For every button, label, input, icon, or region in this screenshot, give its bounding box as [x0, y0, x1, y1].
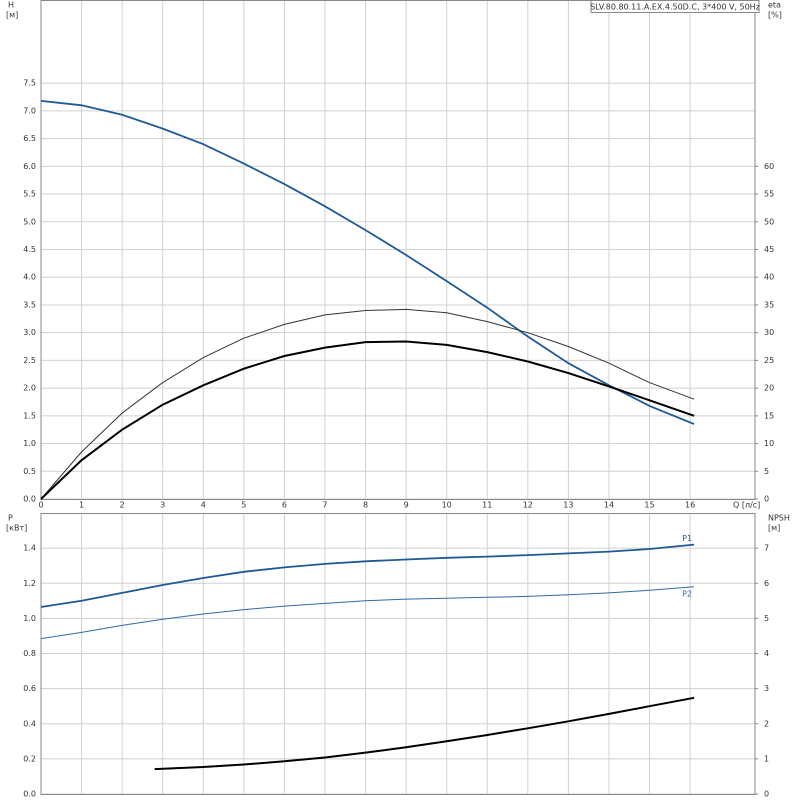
chart-title: SLV.80.80.11.A.EX.4.50D.C, 3*400 V, 50Hz: [590, 3, 760, 12]
y-tick-label: 2.0: [23, 384, 36, 393]
x-axis-label: Q [л/с]: [733, 501, 760, 510]
y-tick-label: 0.8: [23, 649, 36, 658]
y2-tick-label: 3: [764, 684, 769, 693]
y-tick-label: 3.0: [23, 328, 36, 337]
y2-tick-label: 40: [764, 273, 774, 282]
y-tick-label: 4.0: [23, 273, 36, 282]
x-tick-label: 9: [404, 501, 409, 510]
x-tick-label: 16: [685, 501, 695, 510]
curve-label: P2: [682, 589, 692, 598]
y-axis-label: H: [8, 1, 14, 10]
y-tick-label: 5.5: [23, 190, 36, 199]
curve: [154, 696, 695, 771]
x-tick-label: 12: [523, 501, 533, 510]
y2-tick-label: 4: [764, 649, 769, 658]
y2-tick-label: 25: [764, 356, 774, 365]
x-tick-label: 10: [442, 501, 452, 510]
y2-tick-label: 6: [764, 579, 769, 588]
y2-tick-label: 10: [764, 439, 774, 448]
y2-tick-label: 50: [764, 217, 774, 226]
y-tick-label: 6.0: [23, 162, 36, 171]
y-tick-label: 0.6: [23, 684, 36, 693]
curve: [40, 340, 695, 500]
x-tick-label: 7: [322, 501, 327, 510]
y-tick-label: 7.5: [23, 79, 36, 88]
plot-frame: [40, 0, 756, 500]
plot-frame: [40, 513, 756, 795]
y2-axis-label: eta: [768, 1, 781, 10]
y-tick-label: 6.5: [23, 134, 36, 143]
x-tick-label: 11: [482, 501, 492, 510]
y-axis-label: P: [8, 514, 13, 523]
y-axis-unit: [м]: [6, 11, 18, 20]
y-tick-label: 2.5: [23, 356, 36, 365]
y-tick-label: 1.2: [23, 579, 36, 588]
y2-tick-label: 5: [764, 467, 769, 476]
y-tick-label: 1.5: [23, 411, 36, 420]
y2-tick-label: 2: [764, 719, 769, 728]
x-tick-label: 6: [282, 501, 287, 510]
y-tick-label: 0.0: [23, 495, 36, 504]
y2-tick-label: 55: [764, 190, 774, 199]
y2-tick-label: 35: [764, 300, 774, 309]
x-tick-label: 14: [604, 501, 614, 510]
y2-tick-label: 0: [764, 790, 769, 799]
curve: [40, 100, 695, 425]
x-tick-label: 1: [79, 501, 84, 510]
curve-label: P1: [682, 534, 692, 543]
y-tick-label: 0.4: [23, 719, 36, 728]
x-tick-label: 5: [241, 501, 246, 510]
y-tick-label: 0.2: [23, 754, 36, 763]
y-tick-label: 3.5: [23, 300, 36, 309]
y2-tick-label: 60: [764, 162, 774, 171]
x-tick-label: 15: [644, 501, 654, 510]
y2-tick-label: 7: [764, 544, 769, 553]
y-tick-label: 5.0: [23, 217, 36, 226]
y-tick-label: 7.0: [23, 106, 36, 115]
y2-tick-label: 30: [764, 328, 774, 337]
x-tick-label: 0: [38, 501, 43, 510]
y2-axis-label: NPSH: [768, 514, 790, 523]
x-tick-label: 3: [160, 501, 165, 510]
y-tick-label: 1.0: [23, 439, 36, 448]
y2-tick-label: 0: [764, 495, 769, 504]
y-tick-label: 4.5: [23, 245, 36, 254]
y-tick-label: 1.4: [23, 544, 36, 553]
y2-tick-label: 20: [764, 384, 774, 393]
y2-tick-label: 5: [764, 614, 769, 623]
y2-axis-unit: [%]: [768, 11, 782, 20]
y-tick-label: 1.0: [23, 614, 36, 623]
y2-tick-label: 45: [764, 245, 774, 254]
x-tick-label: 8: [363, 501, 368, 510]
curve: [40, 586, 695, 640]
y-axis-unit: [кВт]: [6, 524, 27, 533]
x-tick-label: 13: [563, 501, 573, 510]
y-tick-label: 0.5: [23, 467, 36, 476]
y-tick-label: 0.0: [23, 790, 36, 799]
y2-tick-label: 1: [764, 754, 769, 763]
y2-tick-label: 15: [764, 411, 774, 420]
x-tick-label: 2: [120, 501, 125, 510]
curve: [40, 308, 695, 500]
y2-axis-unit: [м]: [768, 524, 780, 533]
title-box: [590, 0, 760, 13]
curve: [40, 543, 695, 608]
x-tick-label: 4: [201, 501, 206, 510]
